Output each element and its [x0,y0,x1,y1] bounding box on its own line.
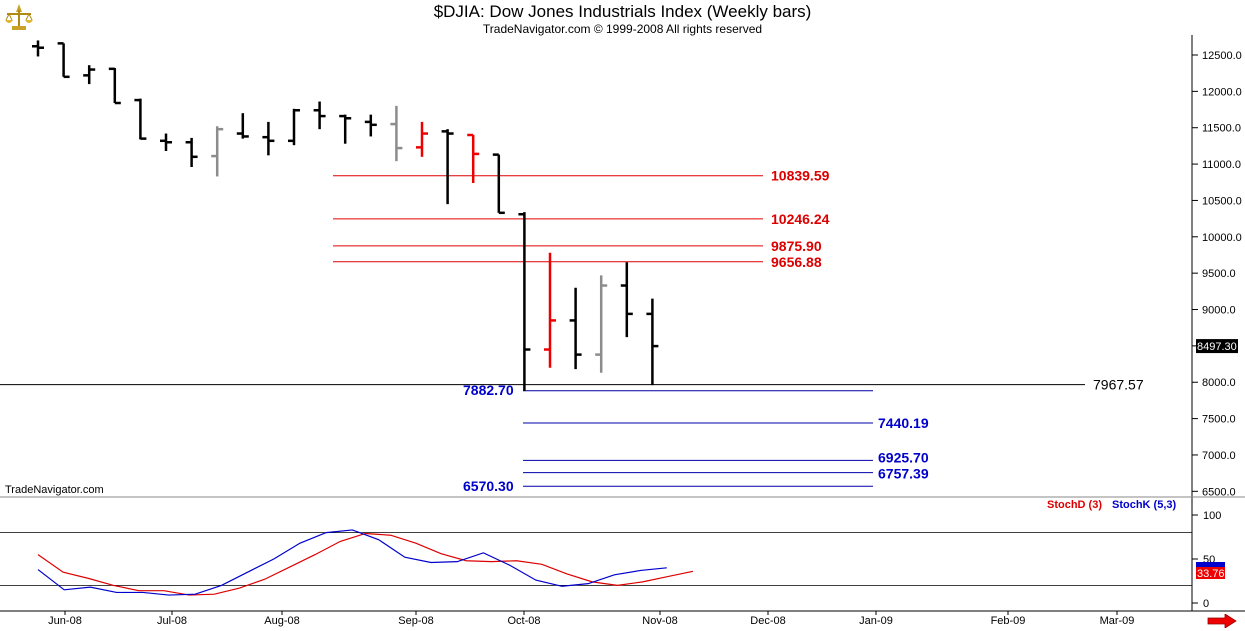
stoch-k-last-box [1196,562,1225,570]
month-label: Jan-09 [859,615,893,627]
last-price-label: 8497.30 [1197,341,1237,353]
stoch-line-d [37,532,694,596]
stochastic-lines: StochD (3) StochK (5,3) [0,499,1192,596]
ohlc-bar [467,133,480,183]
month-label: Mar-09 [1100,615,1135,627]
level-label: 9656.88 [771,254,822,270]
ohlc-bar [313,101,326,130]
price-tick-label: 6500.0 [1202,486,1236,498]
ohlc-bar [441,129,454,205]
ohlc-bar [492,153,505,215]
price-bars [32,40,659,391]
price-tick-label: 10000.0 [1202,232,1242,244]
level-label: 6757.39 [878,466,929,482]
level-label: 10839.59 [771,168,830,184]
level-label: 10246.24 [771,211,830,227]
ohlc-bar [288,108,300,146]
month-label: Nov-08 [642,615,677,627]
price-tick-label: 12000.0 [1202,86,1242,98]
balance-scale-logo-icon[interactable] [4,2,34,34]
month-label: Feb-09 [991,615,1026,627]
price-tick-label: 12500.0 [1202,50,1242,62]
ohlc-bar [364,114,377,137]
month-label: Oct-08 [507,615,540,627]
stochastic-pane: StochD (3) StochK (5,3) [0,497,1192,611]
ohlc-bar [32,40,44,57]
ohlc-bar [569,287,582,370]
copyright-subtitle: TradeNavigator.com © 1999-2008 All right… [482,22,763,36]
price-tick-label: 9000.0 [1202,305,1236,317]
price-tick-label: 7000.0 [1202,450,1236,462]
price-tick-label: 11000.0 [1202,159,1241,171]
ohlc-bar [646,298,659,386]
level-label: 7967.57 [1093,377,1144,393]
month-label: Jul-08 [157,615,187,627]
month-label: Aug-08 [264,615,299,627]
price-tick-label: 10500.0 [1202,195,1242,207]
level-label: 7440.19 [878,415,929,431]
ohlc-bar [185,137,198,167]
month-label: Jun-08 [48,615,82,627]
axes: 12500.0 12000.0 11500.0 11000.0 10500.0 10000… [0,35,1245,627]
stoch-d-last-box [1196,567,1225,579]
last-price-box [1196,339,1238,354]
stoch-line-k [37,529,667,596]
ohlc-bar [134,98,147,140]
ohlc-bar [262,121,275,156]
scroll-right-arrow-icon[interactable] [1207,614,1237,628]
stoch-k-legend: StochK (5,3) [1112,499,1177,511]
month-label: Sep-08 [398,615,433,627]
ohlc-bar [236,113,249,139]
ohlc-bar [83,65,96,85]
level-label: 7882.70 [463,382,514,398]
price-tick-label: 7500.0 [1202,414,1236,426]
stoch-tick-label: 0 [1203,598,1209,610]
watermark-label: TradeNavigator.com [5,484,104,496]
ohlc-bar [620,262,633,338]
ohlc-bar [160,133,172,151]
stoch-d-legend: StochD (3) [1047,499,1102,511]
level-label: 6570.30 [463,478,514,494]
ohlc-bar [390,105,403,162]
ohlc-bar [544,252,556,368]
ohlc-bar [57,42,70,79]
price-tick-label: 8000.0 [1202,377,1236,389]
chart-title: $DJIA: Dow Jones Industrials Index (Week… [433,2,812,21]
ohlc-bar [595,275,608,373]
price-tick-label: 9500.0 [1202,268,1236,280]
ohlc-bar [108,67,121,105]
level-label: 9875.90 [771,238,822,254]
ohlc-bar [339,114,352,144]
stoch-d-last-label: 33.76 [1197,568,1225,580]
stoch-tick-label: 100 [1203,510,1221,522]
month-label: Dec-08 [750,615,785,627]
ohlc-bar [518,212,531,391]
price-tick-label: 11500.0 [1202,123,1241,135]
ohlc-bar [416,121,428,157]
ohlc-bar [211,126,224,177]
level-label: 6925.70 [878,449,929,465]
